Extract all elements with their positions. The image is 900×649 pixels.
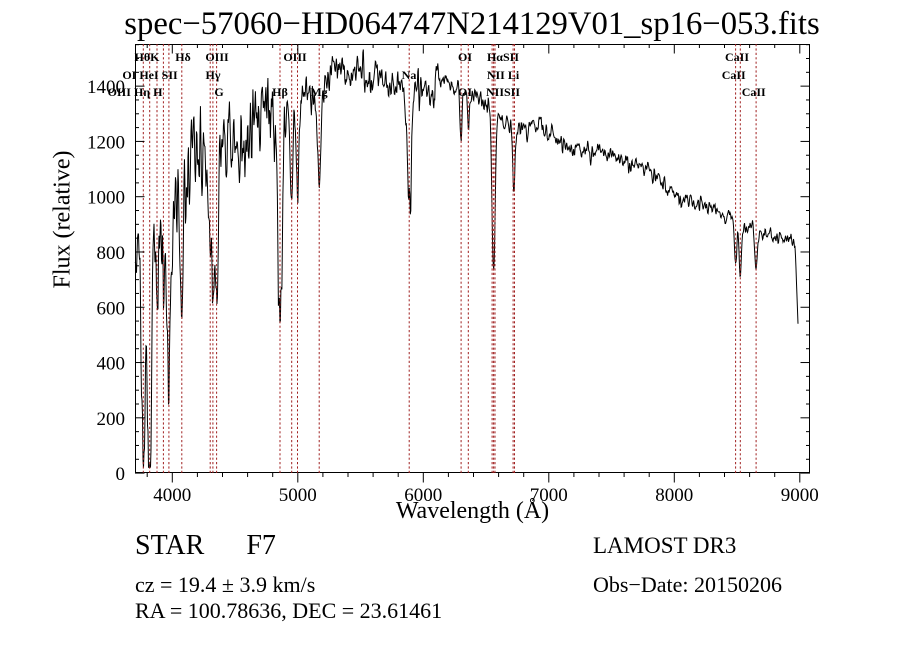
svg-text:NIISII: NIISII — [486, 85, 520, 99]
svg-text:CaII: CaII — [742, 85, 766, 99]
svg-text:G: G — [214, 85, 223, 99]
svg-text:Na: Na — [402, 68, 417, 82]
svg-text:OI: OI — [458, 85, 472, 99]
svg-text:Hβ: Hβ — [272, 85, 288, 99]
svg-text:400: 400 — [97, 354, 126, 375]
svg-text:OIII Hη H: OIII Hη H — [108, 85, 163, 99]
svg-text:Mg: Mg — [310, 85, 327, 99]
svg-text:CaII: CaII — [722, 68, 746, 82]
svg-text:200: 200 — [97, 409, 126, 430]
svg-text:600: 600 — [97, 298, 126, 319]
svg-text:OI: OI — [458, 50, 472, 64]
svg-text:OI HeI SII: OI HeI SII — [122, 68, 178, 82]
svg-text:NII Li: NII Li — [487, 68, 520, 82]
svg-text:Hγ: Hγ — [206, 68, 221, 82]
svg-text:1000: 1000 — [87, 188, 125, 209]
svg-text:HθK: HθK — [135, 50, 161, 64]
svg-text:0: 0 — [116, 464, 126, 485]
svg-text:OIII: OIII — [205, 50, 229, 64]
svg-text:Hδ: Hδ — [175, 50, 191, 64]
svg-text:OIII: OIII — [283, 50, 307, 64]
svg-text:1200: 1200 — [87, 132, 125, 153]
svg-text:CaII: CaII — [725, 50, 749, 64]
svg-text:800: 800 — [97, 243, 126, 264]
svg-text:HαSII: HαSII — [487, 50, 519, 64]
